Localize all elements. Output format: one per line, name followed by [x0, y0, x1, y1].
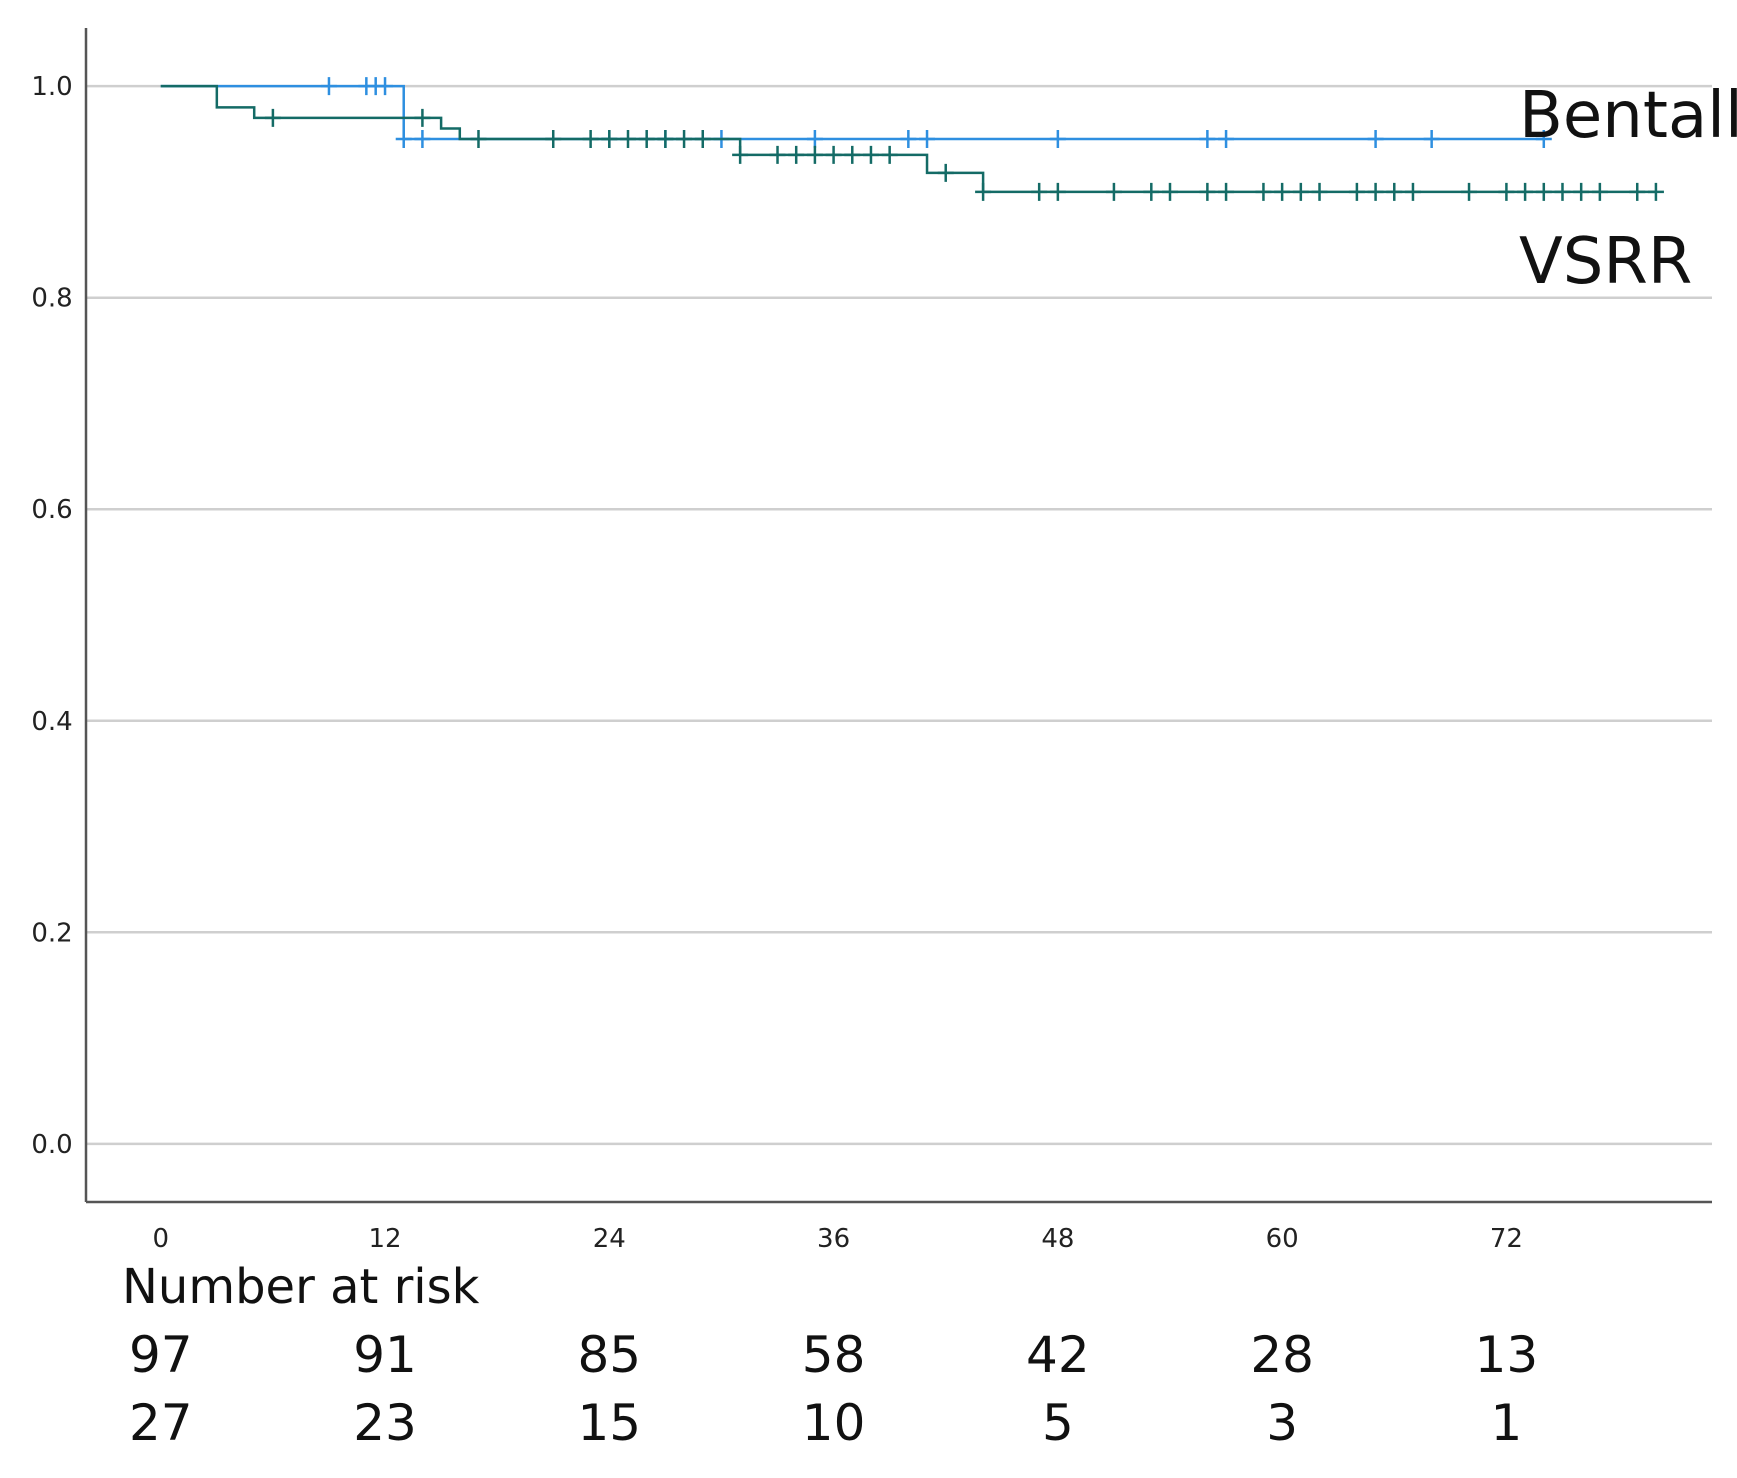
censor-mark-bentall — [320, 77, 337, 96]
censor-mark-bentall — [1367, 130, 1384, 149]
censor-mark-vsrr — [844, 145, 861, 164]
y-tick-label: 0.4 — [31, 707, 72, 737]
risk-value-bentall: 91 — [353, 1326, 417, 1384]
censor-mark-vsrr — [657, 130, 674, 149]
censor-mark-bentall — [1218, 130, 1235, 149]
censor-mark-vsrr — [1162, 182, 1178, 201]
censor-mark-bentall — [900, 130, 917, 149]
risk-value-bentall: 58 — [802, 1326, 866, 1384]
censor-mark-vsrr — [881, 145, 898, 164]
censor-mark-vsrr — [1311, 182, 1328, 201]
censor-mark-vsrr — [1517, 182, 1534, 201]
censor-mark-vsrr — [1143, 182, 1160, 201]
censor-mark-vsrr — [1218, 182, 1235, 201]
censor-mark-vsrr — [1367, 182, 1384, 201]
x-tick-label: 72 — [1490, 1224, 1523, 1254]
censor-mark-vsrr — [1105, 182, 1122, 201]
censor-mark-vsrr — [769, 145, 786, 164]
x-tick-label: 12 — [368, 1224, 401, 1254]
censor-mark-vsrr — [1461, 182, 1478, 201]
censor-mark-vsrr — [1629, 182, 1646, 201]
risk-value-bentall: 28 — [1250, 1326, 1314, 1384]
x-tick-label: 24 — [593, 1224, 626, 1254]
y-tick-label: 0.6 — [31, 495, 72, 525]
censor-mark-vsrr — [1535, 182, 1552, 201]
censor-mark-bentall — [1049, 130, 1066, 149]
censor-mark-vsrr — [937, 163, 954, 182]
y-tick-label: 0.2 — [31, 918, 72, 948]
series-label-vsrr: VSRR — [1519, 225, 1692, 299]
censor-mark-vsrr — [1404, 182, 1421, 201]
risk-value-vsrr: 1 — [1491, 1394, 1523, 1452]
risk-value-vsrr: 10 — [802, 1394, 866, 1452]
censor-mark-bentall — [377, 77, 394, 96]
risk-value-bentall: 13 — [1475, 1326, 1539, 1384]
censor-mark-bentall — [414, 130, 431, 149]
censor-mark-vsrr — [694, 130, 711, 149]
risk-value-bentall: 97 — [129, 1326, 193, 1384]
censor-mark-vsrr — [1348, 182, 1365, 201]
series-line-bentall — [160, 84, 1544, 141]
censor-mark-vsrr — [1292, 182, 1309, 201]
censor-mark-vsrr — [1573, 182, 1590, 201]
censor-mark-vsrr — [1647, 182, 1664, 201]
series-layer — [160, 77, 1664, 201]
censor-mark-vsrr — [862, 145, 879, 164]
series-label-bentall: Bentall — [1519, 79, 1737, 153]
censor-mark-bentall — [1535, 130, 1552, 149]
censor-mark-vsrr — [601, 130, 618, 149]
censor-mark-vsrr — [545, 130, 562, 149]
censor-mark-vsrr — [732, 145, 749, 164]
risk-value-vsrr: 5 — [1042, 1394, 1074, 1452]
risk-value-bentall: 42 — [1026, 1326, 1090, 1384]
censor-mark-vsrr — [1274, 182, 1291, 201]
x-tick-label: 0 — [152, 1224, 169, 1254]
censor-mark-bentall — [395, 130, 412, 149]
censor-mark-vsrr — [788, 145, 805, 164]
censor-mark-vsrr — [1255, 182, 1272, 201]
y-tick-label: 1.0 — [31, 72, 72, 102]
risk-table: Number at risk 97 91 85 58 42 28 13 27 23 15 10 5 3 1 — [122, 1259, 1538, 1452]
censor-mark-bentall — [806, 130, 823, 149]
censor-mark-vsrr — [470, 130, 487, 149]
censor-mark-bentall — [919, 130, 936, 149]
censor-mark-vsrr — [582, 130, 599, 149]
risk-value-bentall: 85 — [577, 1326, 641, 1384]
censor-mark-vsrr — [975, 182, 992, 201]
censor-mark-vsrr — [1031, 182, 1048, 201]
censor-mark-vsrr — [1049, 182, 1066, 201]
censor-mark-vsrr — [825, 145, 842, 164]
y-tick-label: 0.8 — [31, 284, 72, 314]
grid-layer — [86, 84, 1712, 1146]
risk-value-vsrr: 27 — [129, 1394, 193, 1452]
censor-mark-vsrr — [638, 130, 655, 149]
censor-mark-vsrr — [1199, 182, 1216, 201]
censor-mark-vsrr — [264, 108, 281, 127]
risk-table-title: Number at risk — [122, 1259, 480, 1315]
censor-mark-vsrr — [414, 108, 431, 127]
censor-mark-bentall — [1199, 130, 1216, 149]
axes-layer: 0.0 0.2 0.4 0.6 0.8 1.0 0 12 24 36 48 60 72 — [31, 28, 1712, 1254]
censor-mark-bentall — [1423, 130, 1440, 149]
labels-layer: Bentall VSRR — [1519, 79, 1737, 299]
censor-mark-vsrr — [1591, 182, 1608, 201]
censor-mark-vsrr — [1554, 182, 1571, 201]
censor-mark-vsrr — [676, 130, 693, 149]
censor-mark-vsrr — [620, 130, 636, 149]
risk-value-vsrr: 15 — [577, 1394, 641, 1452]
y-tick-label: 0.0 — [31, 1130, 72, 1160]
censor-mark-vsrr — [806, 145, 823, 164]
risk-value-vsrr: 23 — [353, 1394, 417, 1452]
x-tick-label: 48 — [1041, 1224, 1074, 1254]
x-tick-label: 36 — [817, 1224, 850, 1254]
censor-mark-vsrr — [1498, 182, 1515, 201]
censor-mark-vsrr — [1386, 182, 1403, 201]
x-tick-label: 60 — [1266, 1224, 1299, 1254]
risk-value-vsrr: 3 — [1266, 1394, 1298, 1452]
